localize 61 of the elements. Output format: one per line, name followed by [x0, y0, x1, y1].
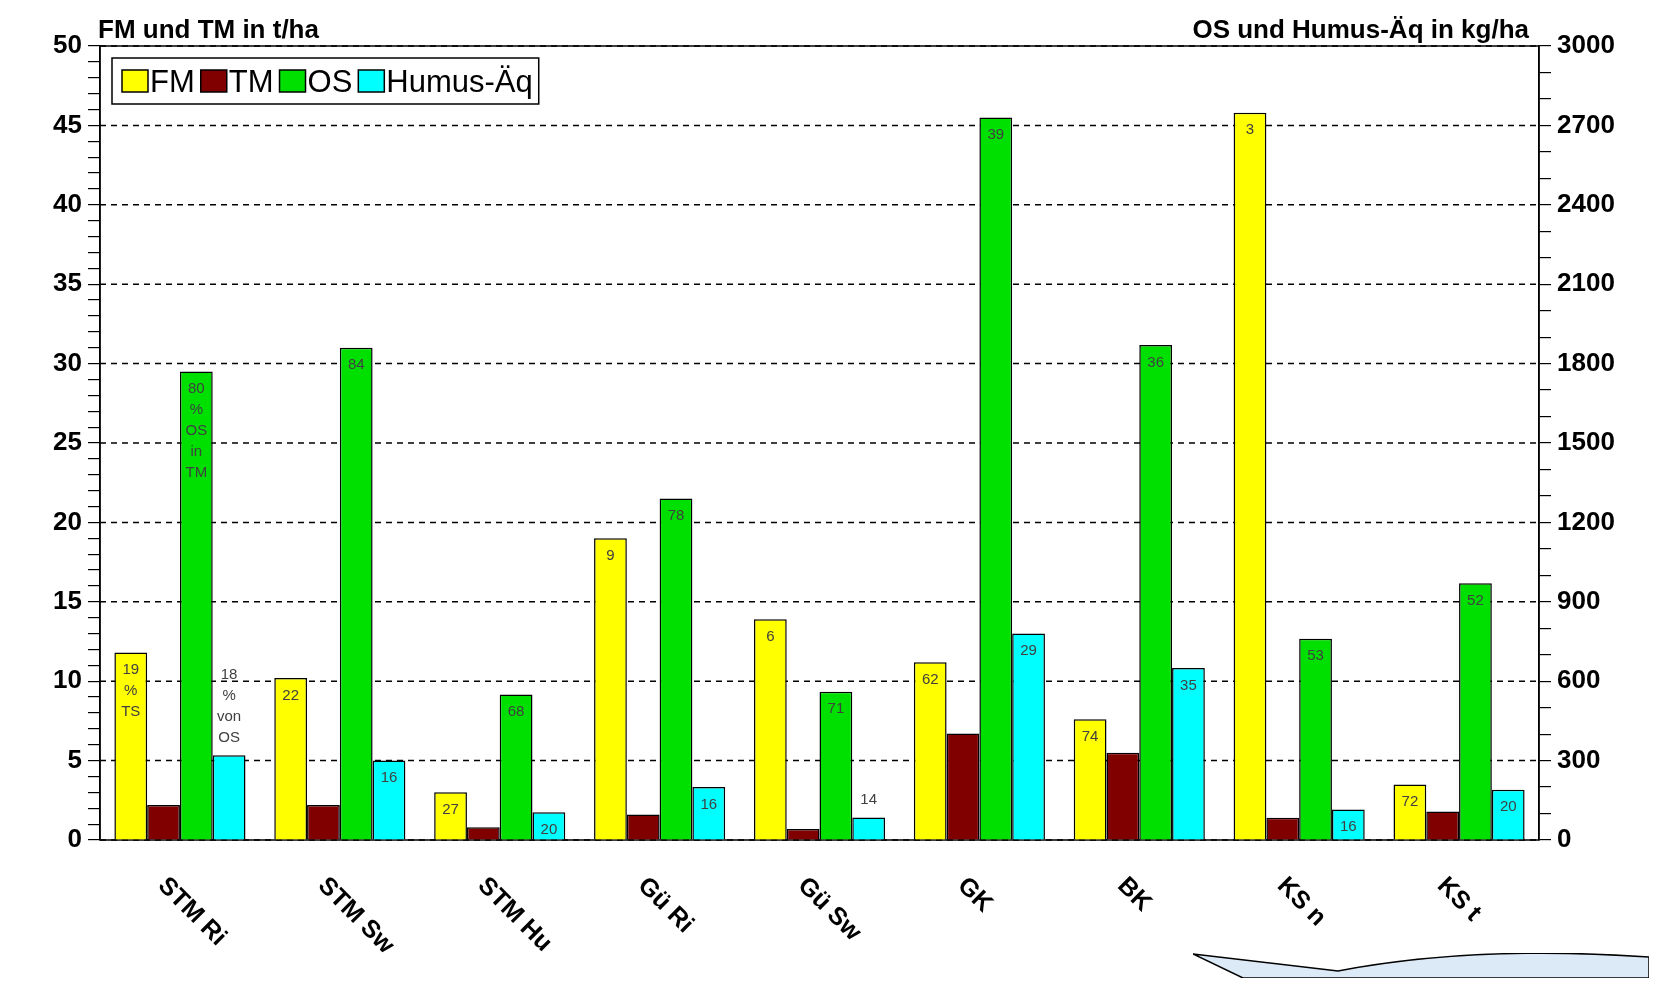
annotation: 16: [380, 768, 398, 786]
x-tick-label: GK: [952, 870, 1000, 917]
annotation: 19 % TS: [121, 660, 141, 720]
annotation: 35: [1180, 675, 1197, 693]
annotation: 29: [1020, 641, 1037, 659]
y-tick-label: 15: [53, 584, 82, 615]
annotation: 27: [442, 800, 459, 817]
annotation: 14: [860, 790, 878, 808]
annotation: 39: [987, 125, 1005, 143]
annotation: 52: [1467, 590, 1484, 608]
annotation: 3: [1245, 120, 1255, 138]
legend-label: Humus-Äq: [386, 63, 533, 99]
annotation: 62: [921, 669, 939, 687]
x-tick-label: Gü Sw: [793, 870, 869, 946]
y2-tick-label: 1800: [1557, 346, 1615, 377]
annotation: 18 % von OS: [217, 664, 242, 745]
legend-label: OS: [307, 63, 353, 99]
y-tick-label: 20: [53, 505, 82, 536]
annotation: 16: [1339, 817, 1357, 835]
x-tick-label: KS t: [1432, 870, 1489, 927]
annotation: 68: [507, 702, 525, 720]
y-tick-label: 25: [53, 426, 82, 457]
annotation: 6: [766, 626, 775, 644]
y-tick-label: 35: [53, 267, 82, 298]
x-tick-label: BK: [1112, 870, 1159, 916]
y2-tick-label: 1200: [1557, 505, 1615, 536]
y2-axis-title: OS und Humus-Äq in kg/ha: [1192, 14, 1530, 44]
y2-tick-label: 0: [1557, 823, 1572, 854]
y-tick-label: 50: [53, 29, 82, 60]
annotation: 84: [347, 355, 365, 373]
y2-tick-label: 600: [1557, 664, 1601, 695]
annotation: 22: [282, 685, 300, 703]
x-tick-label: KS n: [1272, 870, 1333, 931]
y-tick-label: 45: [53, 108, 82, 139]
y-tick-label: 40: [53, 187, 82, 218]
legend-label: FM: [150, 63, 195, 99]
y2-tick-label: 2400: [1557, 187, 1615, 218]
annotation: 78: [667, 506, 685, 524]
annotation: 72: [1401, 792, 1419, 810]
y2-tick-label: 2700: [1557, 108, 1615, 139]
y-axis-title: FM und TM in t/ha: [98, 14, 320, 44]
annotation: 74: [1081, 726, 1099, 744]
y2-tick-label: 900: [1557, 584, 1601, 615]
annotation: 71: [827, 699, 845, 717]
y2-tick-label: 2100: [1557, 267, 1615, 298]
annotation: 16: [700, 794, 718, 812]
legend-label: TM: [228, 63, 274, 99]
y-tick-label: 10: [53, 664, 82, 695]
y-tick-label: 0: [67, 823, 82, 854]
y-tick-label: 30: [53, 346, 82, 377]
x-tick-label: Gü Ri: [633, 870, 701, 938]
annotation: 9: [606, 545, 615, 563]
annotation: 80 % OS in TM: [185, 379, 208, 481]
annotation: 20: [1499, 797, 1517, 815]
annotation: 20: [540, 819, 558, 837]
y-tick-label: 5: [67, 743, 82, 774]
annotation: 53: [1307, 646, 1324, 664]
annotation: 36: [1147, 352, 1165, 370]
y2-tick-label: 3000: [1557, 29, 1615, 60]
y2-tick-label: 300: [1557, 743, 1601, 774]
y2-tick-label: 1500: [1557, 426, 1615, 457]
